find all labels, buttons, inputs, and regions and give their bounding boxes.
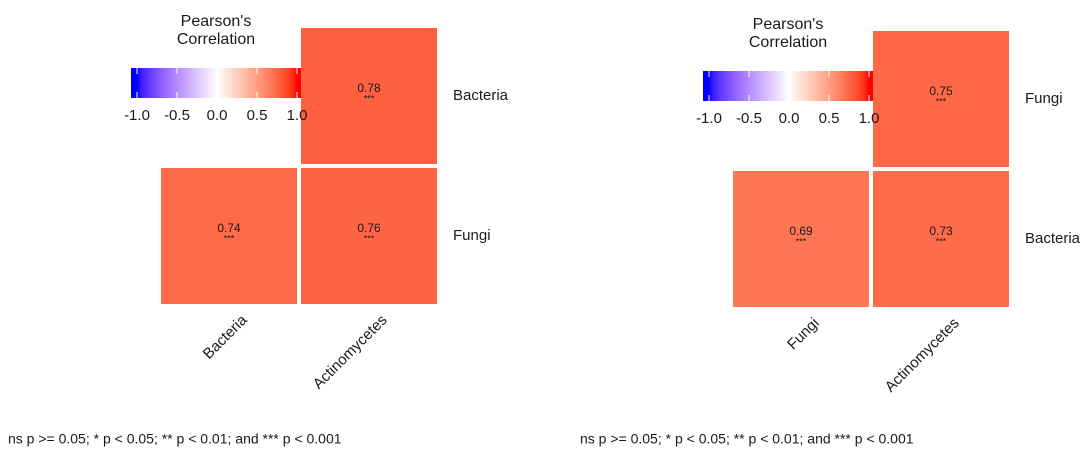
cell-significance: *** <box>364 233 375 243</box>
cell-significance: *** <box>796 236 807 246</box>
x-tick-label: Fungi <box>784 315 823 354</box>
colorbar <box>131 68 301 98</box>
cell-value: 0.73 <box>929 224 953 238</box>
cell-significance: *** <box>936 96 947 106</box>
y-tick-label: Fungi <box>453 227 491 244</box>
legend-title: Pearson's <box>753 16 824 33</box>
heatmap-panel: 0.78***0.74***0.76***BacteriaFungiBacter… <box>8 13 509 446</box>
heatmap-cell <box>733 171 869 307</box>
cell-value: 0.74 <box>217 221 241 235</box>
colorbar-tick-label: 1.0 <box>859 110 880 127</box>
caption: ns p >= 0.05; * p < 0.05; ** p < 0.01; a… <box>8 431 342 447</box>
x-tick-label: Actinomycetes <box>882 315 963 396</box>
colorbar-tick-label: -0.5 <box>736 110 762 127</box>
colorbar-tick-label: -0.5 <box>164 107 190 124</box>
colorbar <box>703 71 873 101</box>
heatmap-cell <box>873 31 1009 167</box>
colorbar-tick-label: -1.0 <box>696 110 722 127</box>
cell-value: 0.75 <box>929 84 953 98</box>
cell-value: 0.78 <box>357 81 381 95</box>
caption: ns p >= 0.05; * p < 0.05; ** p < 0.01; a… <box>580 431 914 447</box>
legend-title: Correlation <box>177 31 255 48</box>
legend-title: Pearson's <box>181 13 252 30</box>
x-tick-label: Bacteria <box>200 311 251 362</box>
heatmap-cell <box>301 168 437 304</box>
heatmap-cell <box>161 168 297 304</box>
heatmap-cell <box>301 28 437 164</box>
x-tick-label: Actinomycetes <box>310 312 391 393</box>
cell-significance: *** <box>364 93 375 103</box>
colorbar-tick-label: 0.0 <box>779 110 800 127</box>
y-tick-label: Fungi <box>1025 90 1063 107</box>
colorbar-tick-label: 0.0 <box>207 107 228 124</box>
cell-significance: *** <box>936 236 947 246</box>
cell-significance: *** <box>224 233 235 243</box>
legend-title: Correlation <box>749 34 827 51</box>
y-tick-label: Bacteria <box>1025 230 1081 247</box>
y-tick-label: Bacteria <box>453 87 509 104</box>
cell-value: 0.76 <box>357 221 381 235</box>
colorbar-tick-label: -1.0 <box>124 107 150 124</box>
heatmap-cell <box>873 171 1009 307</box>
colorbar-tick-label: 0.5 <box>247 107 268 124</box>
colorbar-tick-label: 1.0 <box>287 107 308 124</box>
colorbar-tick-label: 0.5 <box>819 110 840 127</box>
cell-value: 0.69 <box>789 224 813 238</box>
